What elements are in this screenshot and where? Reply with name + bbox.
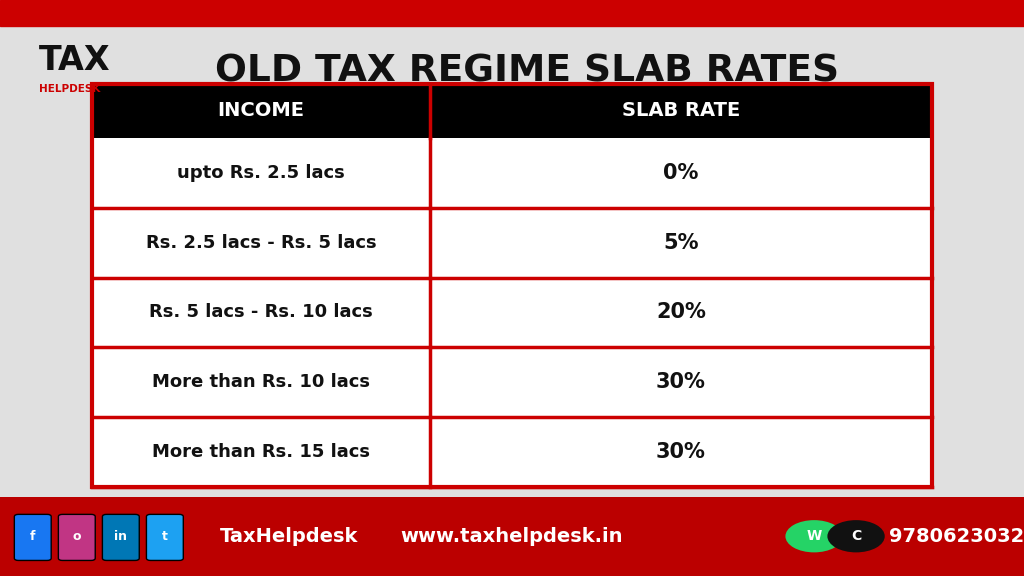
Text: f: f [30, 530, 36, 543]
Text: Rs. 5 lacs - Rs. 10 lacs: Rs. 5 lacs - Rs. 10 lacs [150, 304, 373, 321]
Text: o: o [73, 530, 81, 543]
Text: TAX: TAX [39, 44, 111, 77]
Text: SLAB RATE: SLAB RATE [622, 101, 740, 120]
FancyBboxPatch shape [146, 514, 183, 560]
Text: More than Rs. 15 lacs: More than Rs. 15 lacs [153, 443, 370, 461]
Text: 0%: 0% [664, 163, 698, 183]
Text: www.taxhelpdesk.in: www.taxhelpdesk.in [400, 527, 624, 545]
Text: upto Rs. 2.5 lacs: upto Rs. 2.5 lacs [177, 164, 345, 182]
Text: W: W [807, 529, 821, 543]
Text: OLD TAX REGIME SLAB RATES: OLD TAX REGIME SLAB RATES [215, 54, 839, 90]
Text: More than Rs. 10 lacs: More than Rs. 10 lacs [153, 373, 370, 391]
Bar [92, 84, 932, 487]
Bar [92, 208, 932, 278]
Text: 30%: 30% [656, 442, 706, 462]
Bar [92, 278, 932, 347]
Circle shape [827, 520, 885, 552]
Text: C: C [851, 529, 861, 543]
Bar [0, 0, 1024, 26]
Text: INCOME: INCOME [218, 101, 304, 120]
Bar [92, 84, 932, 138]
Text: in: in [115, 530, 127, 543]
Bar [92, 138, 932, 208]
Bar [92, 347, 932, 417]
FancyBboxPatch shape [102, 514, 139, 560]
FancyBboxPatch shape [14, 514, 51, 560]
Text: 5%: 5% [664, 233, 698, 253]
FancyBboxPatch shape [58, 514, 95, 560]
Text: Rs. 2.5 lacs - Rs. 5 lacs: Rs. 2.5 lacs - Rs. 5 lacs [145, 234, 377, 252]
Bar [92, 84, 932, 487]
Bar [92, 417, 932, 487]
Bar [0, 497, 1024, 576]
Circle shape [785, 520, 843, 552]
Text: 9780623032: 9780623032 [889, 527, 1024, 545]
Text: HELPDESK: HELPDESK [39, 84, 100, 94]
Text: TaxHelpdesk: TaxHelpdesk [220, 527, 358, 545]
Text: 30%: 30% [656, 372, 706, 392]
Text: t: t [162, 530, 168, 543]
Text: 20%: 20% [656, 302, 706, 323]
